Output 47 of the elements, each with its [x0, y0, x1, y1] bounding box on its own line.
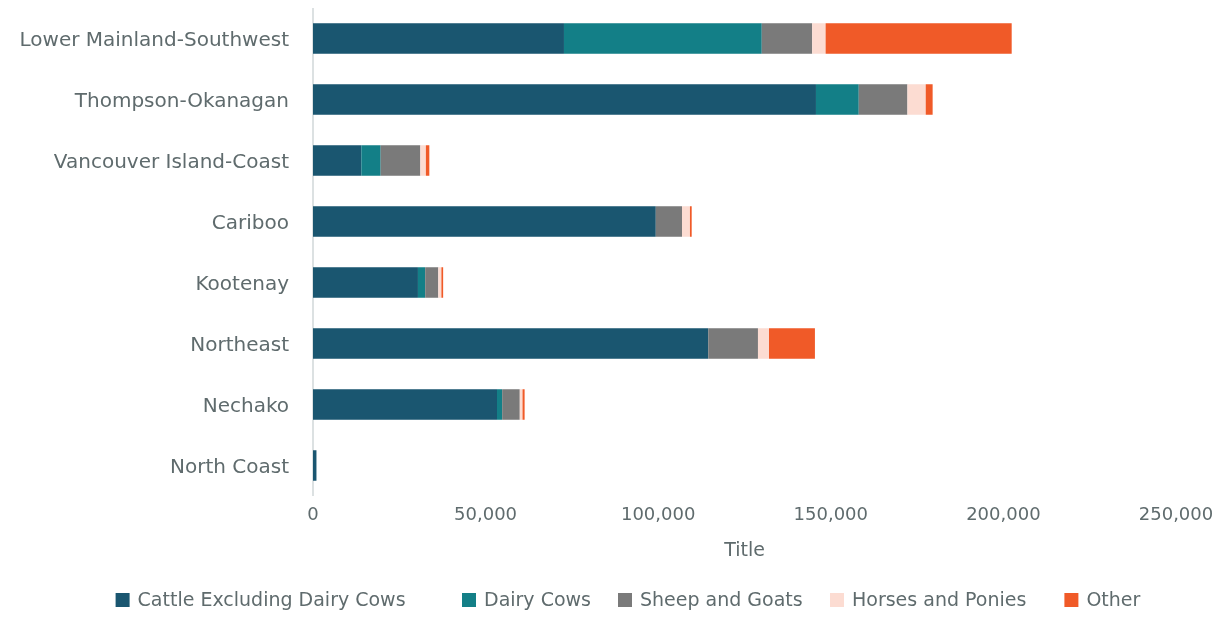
x-axis-title: Title — [723, 538, 765, 560]
x-tick-label: 100,000 — [620, 503, 696, 524]
y-tick-label: North Coast — [169, 453, 290, 478]
y-tick-label: Cariboo — [211, 209, 289, 234]
bar — [563, 23, 762, 54]
bar — [858, 84, 908, 115]
bar — [313, 389, 497, 420]
y-tick-label: Thompson-Okanagan — [73, 87, 289, 112]
bar — [825, 23, 1012, 54]
x-tick-label: 0 — [307, 503, 319, 524]
bar — [425, 267, 439, 298]
bar — [757, 328, 770, 359]
bar — [417, 267, 426, 298]
y-tick-label: Kootenay — [195, 270, 290, 295]
bar — [655, 206, 683, 237]
bar — [708, 328, 758, 359]
bar — [907, 84, 926, 115]
x-tick-label: 150,000 — [793, 503, 869, 524]
y-tick-label: Lower Mainland-Southwest — [19, 26, 290, 51]
y-tick-label: Nechako — [202, 392, 289, 417]
bar — [313, 84, 816, 115]
bar — [815, 84, 859, 115]
bar — [769, 328, 815, 359]
legend-label: Sheep and Goats — [640, 588, 803, 610]
bar — [361, 145, 381, 176]
bar — [313, 206, 656, 237]
bar — [812, 23, 826, 54]
bar — [761, 23, 813, 54]
y-tick-label: Northeast — [190, 331, 290, 356]
bar — [313, 23, 564, 54]
legend-label: Other — [1086, 588, 1141, 610]
x-tick-label: 50,000 — [454, 503, 518, 524]
bar — [496, 389, 503, 420]
bar — [502, 389, 520, 420]
bar — [682, 206, 690, 237]
bar — [313, 328, 709, 359]
x-tick-label: 250,000 — [1138, 503, 1212, 524]
bar — [420, 145, 426, 176]
bar — [313, 145, 362, 176]
bar — [380, 145, 421, 176]
legend-label: Horses and Ponies — [852, 588, 1027, 610]
x-tick-label: 200,000 — [966, 503, 1041, 524]
y-tick-label: Vancouver Island-Coast — [53, 148, 290, 173]
bar — [313, 267, 418, 298]
bar — [925, 84, 933, 115]
legend-label: Cattle Excluding Dairy Cows — [137, 588, 406, 610]
legend-label: Dairy Cows — [484, 588, 591, 610]
